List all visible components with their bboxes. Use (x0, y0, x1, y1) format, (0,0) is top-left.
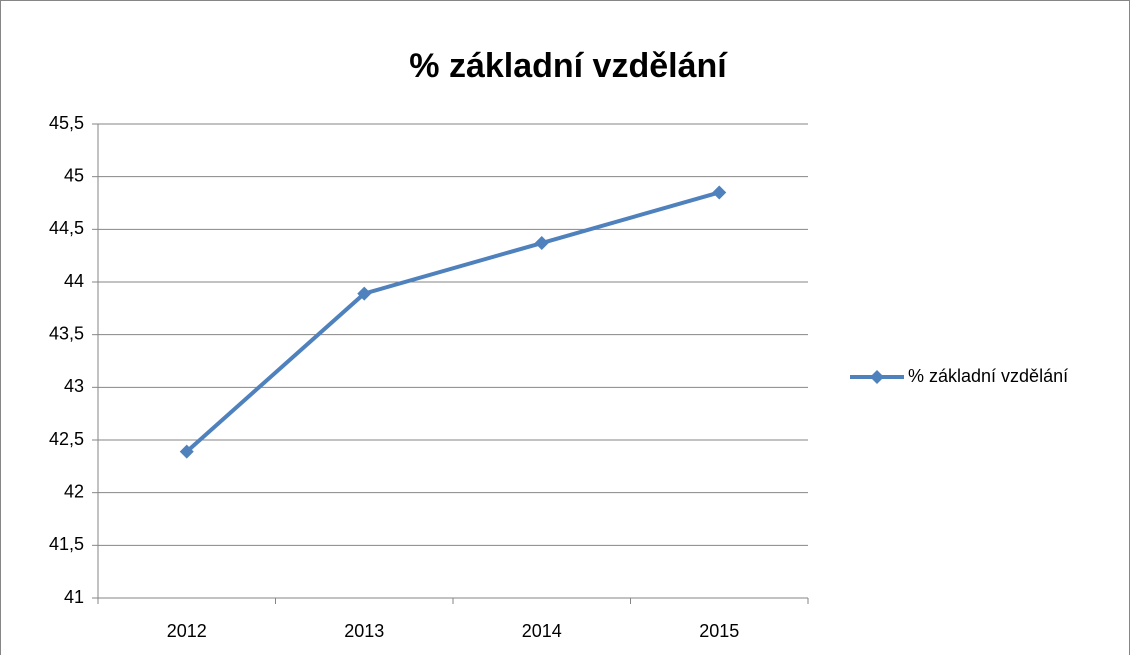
x-tick-label: 2013 (344, 621, 384, 641)
y-tick-label: 42 (64, 481, 84, 501)
series-line (185, 190, 720, 454)
y-tick-label: 43,5 (49, 323, 84, 343)
y-tick-label: 41 (64, 587, 84, 607)
marker (534, 236, 549, 251)
marker (179, 444, 194, 459)
y-tick-label: 45 (64, 165, 84, 185)
y-tick-label: 43 (64, 376, 84, 396)
y-tick-label: 42,5 (49, 429, 84, 449)
x-tick-label: 2015 (699, 621, 739, 641)
x-tick-label: 2012 (167, 621, 207, 641)
y-tick-label: 44,5 (49, 218, 84, 238)
marker (357, 286, 372, 301)
y-tick-label: 44 (64, 271, 84, 291)
marker (712, 185, 727, 200)
legend-label: % základní vzdělání (908, 366, 1068, 386)
y-tick-label: 45,5 (49, 113, 84, 133)
y-tick-label: 41,5 (49, 534, 84, 554)
x-tick-label: 2014 (522, 621, 562, 641)
legend-marker (870, 370, 884, 384)
chart-title: % základní vzdělání (409, 47, 728, 85)
